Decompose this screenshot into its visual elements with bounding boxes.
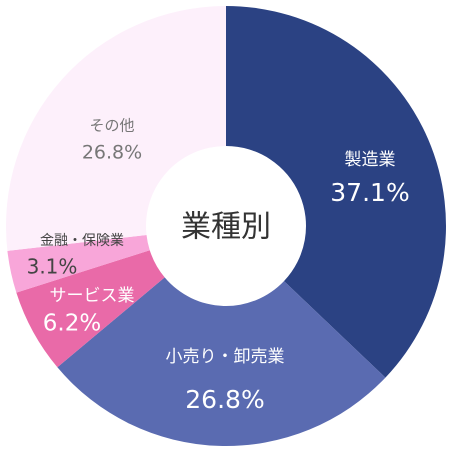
value-label: 37.1% — [330, 178, 409, 207]
value-label: 26.8% — [185, 385, 264, 414]
chart-title: 業種別 — [181, 210, 271, 245]
slice-label: 小売り・卸売業 — [166, 347, 285, 367]
slice-label: その他 — [89, 117, 134, 135]
value-label: 26.8% — [82, 142, 142, 164]
value-label: 3.1% — [27, 255, 78, 279]
donut-slice — [226, 6, 446, 378]
value-label: 6.2% — [43, 311, 101, 337]
slice-label: サービス業 — [50, 286, 135, 306]
slice-label: 金融・保険業 — [40, 233, 124, 249]
donut-slice — [57, 277, 386, 446]
donut-slice — [5, 6, 226, 251]
slice-label: 製造業 — [345, 150, 396, 170]
donut-slice — [7, 235, 150, 293]
donut-slice — [16, 250, 165, 368]
